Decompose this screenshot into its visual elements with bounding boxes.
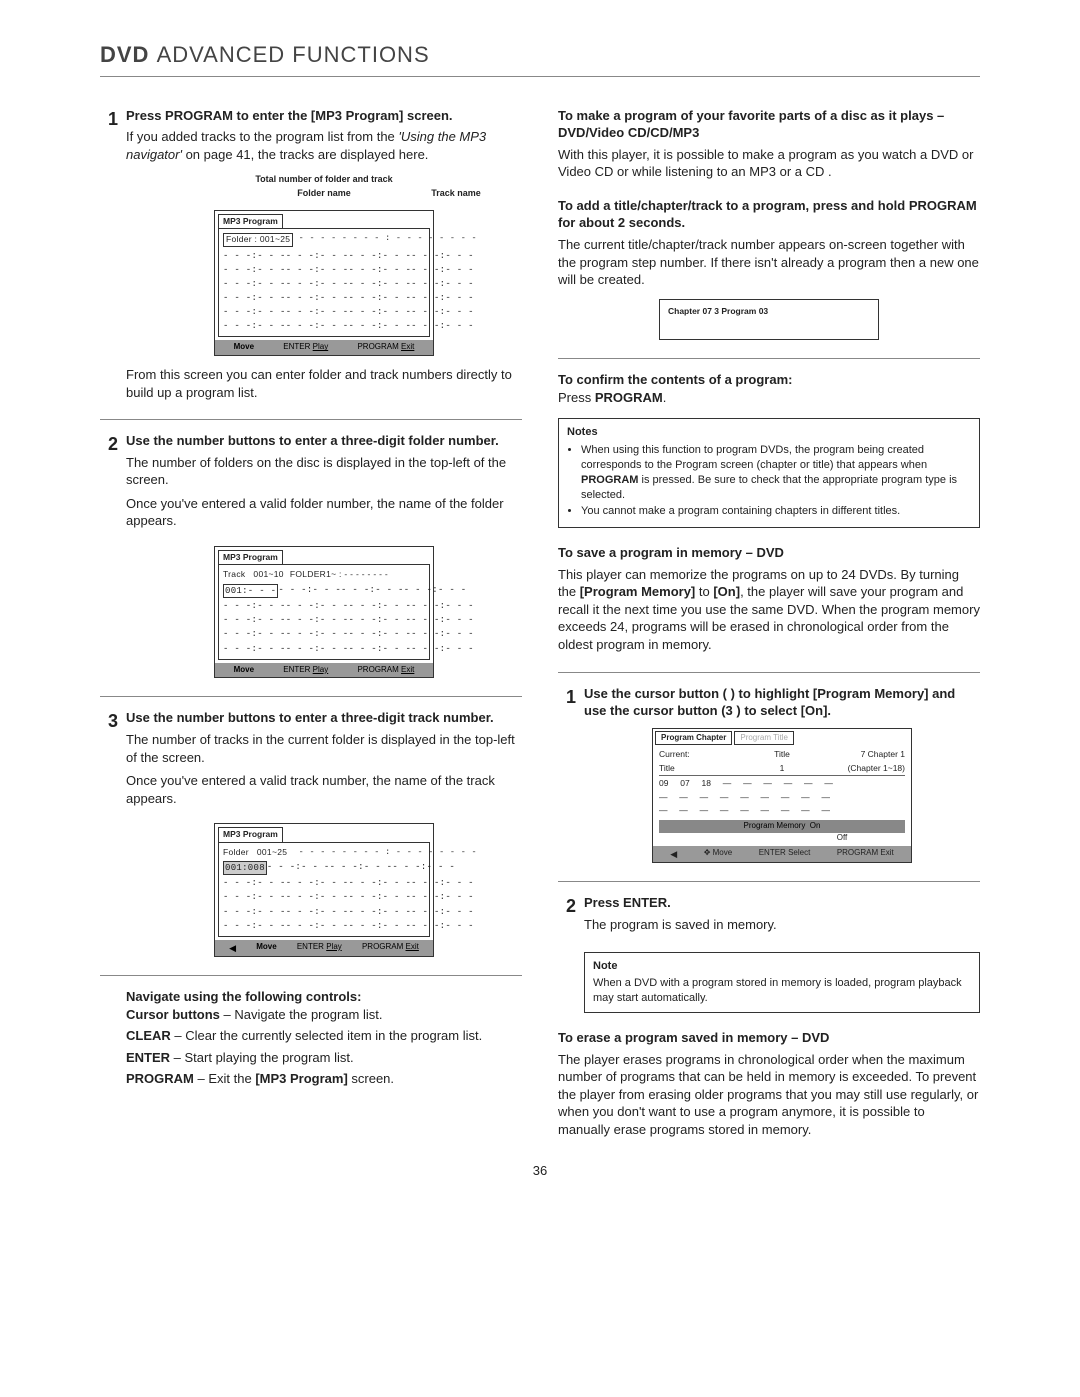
page-number: 36	[100, 1162, 980, 1180]
step-1-right: 1 Use the cursor button ( ) to highlight…	[558, 685, 980, 720]
section-heading: To erase a program saved in memory – DVD	[558, 1029, 980, 1047]
step1-after-text: From this screen you can enter folder an…	[126, 366, 522, 401]
screen-label-sub: Folder name Track name	[126, 187, 522, 199]
step-number: 2	[100, 432, 126, 536]
divider	[558, 672, 980, 673]
step-heading: Press PROGRAM to enter the [MP3 Program]…	[126, 107, 522, 125]
left-column: 1 Press PROGRAM to enter the [MP3 Progra…	[100, 95, 522, 1139]
step-text: If you added tracks to the program list …	[126, 128, 522, 163]
step-text: The number of folders on the disc is dis…	[126, 454, 522, 489]
step-3: 3 Use the number buttons to enter a thre…	[100, 709, 522, 813]
section-body: The current title/chapter/track number a…	[558, 236, 980, 289]
step-text: The program is saved in memory.	[584, 916, 980, 934]
step-number: 1	[100, 107, 126, 170]
screen-label-top: Total number of folder and track	[126, 173, 522, 185]
step-text: The number of tracks in the current fold…	[126, 731, 522, 766]
note-body: When a DVD with a program stored in memo…	[593, 976, 971, 1006]
program-chapter-tab: Program Chapter	[655, 731, 732, 746]
nav-line: Cursor buttons – Navigate the program li…	[126, 1006, 522, 1024]
mp3-program-screen-2: MP3 Program Track 001~10 FOLDER1~ : - - …	[214, 546, 434, 678]
screen-footer: Move ENTER Play PROGRAM Exit	[215, 663, 433, 678]
notes-box: Notes When using this function to progra…	[558, 418, 980, 528]
section-body: Press PROGRAM.	[558, 389, 980, 407]
step-number: 1	[558, 685, 584, 720]
step-heading: Press ENTER.	[584, 894, 980, 912]
section-heading: To make a program of your favorite parts…	[558, 107, 980, 142]
nav-heading: Navigate using the following controls:	[126, 988, 522, 1006]
note-title: Notes	[567, 425, 971, 440]
section-heading: To add a title/chapter/track to a progra…	[558, 197, 980, 232]
step-heading: Use the number buttons to enter a three-…	[126, 432, 522, 450]
note-title: Note	[593, 959, 971, 974]
step-heading: Use the cursor button ( ) to highlight […	[584, 685, 980, 720]
note-item: When using this function to program DVDs…	[581, 443, 971, 502]
mp3-program-screen-3: MP3 Program Folder 001~25 - - - - - - - …	[214, 823, 434, 957]
chapter-program-osd: Chapter 07 3 Program 03	[659, 299, 879, 340]
two-column-layout: 1 Press PROGRAM to enter the [MP3 Progra…	[100, 95, 980, 1139]
program-title-tab: Program Title	[734, 731, 794, 746]
step-1: 1 Press PROGRAM to enter the [MP3 Progra…	[100, 107, 522, 170]
navigate-section: Navigate using the following controls: C…	[126, 988, 522, 1088]
section-body: The player erases programs in chronologi…	[558, 1051, 980, 1139]
step-heading: Use the number buttons to enter a three-…	[126, 709, 522, 727]
screen-tab: MP3 Program	[218, 550, 283, 564]
step-number: 3	[100, 709, 126, 813]
triangle-left-icon: ◀	[229, 942, 236, 954]
screen-footer: ◀ ✥ Move ENTER Select PROGRAM Exit	[653, 846, 911, 862]
screen-tab: MP3 Program	[218, 827, 283, 841]
divider	[100, 419, 522, 420]
note-box: Note When a DVD with a program stored in…	[584, 952, 980, 1014]
right-column: To make a program of your favorite parts…	[558, 95, 980, 1139]
mp3-program-screen-1: MP3 Program Folder : 001~25 - - - - - - …	[214, 210, 434, 357]
nav-line: CLEAR – Clear the currently selected ite…	[126, 1027, 522, 1045]
divider	[558, 881, 980, 882]
nav-line: PROGRAM – Exit the [MP3 Program] screen.	[126, 1070, 522, 1088]
step-2: 2 Use the number buttons to enter a thre…	[100, 432, 522, 536]
section-heading: To save a program in memory – DVD	[558, 544, 980, 562]
screen-footer: Move ENTER Play PROGRAM Exit	[215, 340, 433, 355]
step-text: Once you've entered a valid track number…	[126, 772, 522, 807]
program-chapter-screen: Program Chapter Program Title Current: T…	[652, 728, 912, 864]
step-text: Once you've entered a valid folder numbe…	[126, 495, 522, 530]
nav-line: ENTER – Start playing the program list.	[126, 1049, 522, 1067]
step-number: 2	[558, 894, 584, 939]
divider	[100, 696, 522, 697]
section-body: This player can memorize the programs on…	[558, 566, 980, 654]
step-2-right: 2 Press ENTER. The program is saved in m…	[558, 894, 980, 939]
section-heading: To confirm the contents of a program:	[558, 371, 980, 389]
divider	[100, 975, 522, 976]
note-item: You cannot make a program containing cha…	[581, 504, 971, 519]
screen-tab: MP3 Program	[218, 214, 283, 228]
page-title: DVD ADVANCED FUNCTIONS	[100, 40, 980, 77]
section-body: With this player, it is possible to make…	[558, 146, 980, 181]
screen-footer: ◀ Move ENTER Play PROGRAM Exit	[215, 940, 433, 956]
divider	[558, 358, 980, 359]
triangle-left-icon: ◀	[670, 848, 677, 860]
